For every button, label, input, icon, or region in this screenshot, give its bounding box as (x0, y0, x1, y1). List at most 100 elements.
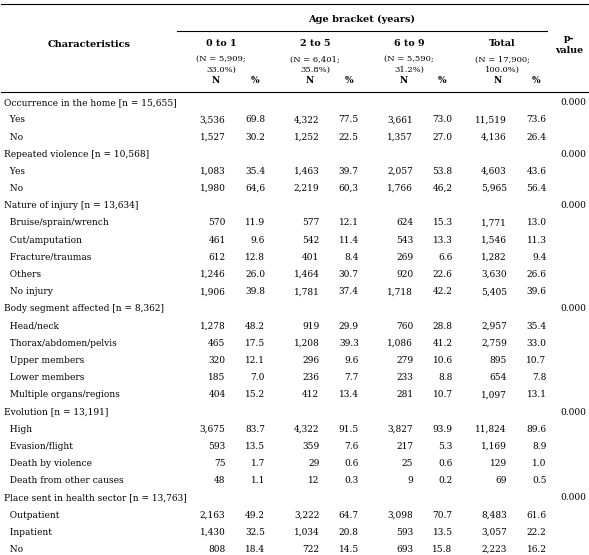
Text: %: % (344, 76, 353, 85)
Text: 2,957: 2,957 (481, 321, 507, 331)
Text: 129: 129 (490, 459, 507, 468)
Text: 401: 401 (302, 253, 319, 262)
Text: value: value (555, 46, 583, 56)
Text: 29.9: 29.9 (339, 321, 359, 331)
Text: 13.3: 13.3 (433, 236, 453, 245)
Text: Evolution [n = 13,191]: Evolution [n = 13,191] (4, 407, 109, 416)
Text: 28.8: 28.8 (433, 321, 453, 331)
Text: 18.4: 18.4 (245, 545, 265, 554)
Text: 0.000: 0.000 (561, 304, 587, 314)
Text: No injury: No injury (4, 287, 53, 296)
Text: 3,098: 3,098 (388, 511, 413, 519)
Text: 7.6: 7.6 (345, 442, 359, 451)
Text: Head/neck: Head/neck (4, 321, 59, 331)
Text: 13.4: 13.4 (339, 390, 359, 400)
Text: Inpatient: Inpatient (4, 528, 52, 537)
Text: 35.8%): 35.8%) (300, 65, 330, 74)
Text: 760: 760 (396, 321, 413, 331)
Text: Death by violence: Death by violence (4, 459, 92, 468)
Text: 0.000: 0.000 (561, 407, 587, 416)
Text: 53.8: 53.8 (432, 167, 453, 176)
Text: 39.3: 39.3 (339, 339, 359, 348)
Text: 1,083: 1,083 (200, 167, 226, 176)
Text: No: No (4, 184, 24, 193)
Text: 32.5: 32.5 (245, 528, 265, 537)
Text: 42.2: 42.2 (433, 287, 453, 296)
Text: Bruise/sprain/wrench: Bruise/sprain/wrench (4, 219, 109, 228)
Text: 217: 217 (396, 442, 413, 451)
Text: (N = 6,401;: (N = 6,401; (290, 56, 340, 64)
Text: 3,827: 3,827 (388, 425, 413, 433)
Text: 0.000: 0.000 (561, 493, 587, 502)
Text: 1,718: 1,718 (388, 287, 413, 296)
Text: 236: 236 (302, 373, 319, 382)
Text: 4,136: 4,136 (481, 133, 507, 142)
Text: 8.4: 8.4 (345, 253, 359, 262)
Text: 654: 654 (489, 373, 507, 382)
Text: %: % (438, 76, 446, 85)
Text: 0.000: 0.000 (561, 150, 587, 159)
Text: 808: 808 (209, 545, 226, 554)
Text: 11.4: 11.4 (339, 236, 359, 245)
Text: 1,464: 1,464 (293, 270, 319, 279)
Text: Death from other causes: Death from other causes (4, 476, 124, 485)
Text: 9.6: 9.6 (345, 356, 359, 365)
Text: 465: 465 (208, 339, 226, 348)
Text: 9: 9 (408, 476, 413, 485)
Text: 30.2: 30.2 (245, 133, 265, 142)
Text: 1,357: 1,357 (388, 133, 413, 142)
Text: 542: 542 (302, 236, 319, 245)
Text: 15.2: 15.2 (245, 390, 265, 400)
Text: 296: 296 (302, 356, 319, 365)
Text: Occurrence in the home [n = 15,655]: Occurrence in the home [n = 15,655] (4, 98, 177, 107)
Text: 0 to 1: 0 to 1 (206, 39, 237, 48)
Text: 14.5: 14.5 (339, 545, 359, 554)
Text: 9.4: 9.4 (532, 253, 547, 262)
Text: 3,222: 3,222 (294, 511, 319, 519)
Text: (N = 17,900;: (N = 17,900; (475, 56, 530, 64)
Text: Age bracket (years): Age bracket (years) (309, 15, 415, 24)
Text: 7.0: 7.0 (251, 373, 265, 382)
Text: 624: 624 (396, 219, 413, 228)
Text: 3,661: 3,661 (388, 115, 413, 124)
Text: 1,906: 1,906 (200, 287, 226, 296)
Text: 269: 269 (396, 253, 413, 262)
Text: 83.7: 83.7 (245, 425, 265, 433)
Text: 31.2%): 31.2%) (394, 65, 423, 74)
Text: No: No (4, 133, 24, 142)
Text: 0.000: 0.000 (561, 98, 587, 107)
Text: Fracture/traumas: Fracture/traumas (4, 253, 92, 262)
Text: 39.7: 39.7 (339, 167, 359, 176)
Text: 89.6: 89.6 (527, 425, 547, 433)
Text: 33.0: 33.0 (527, 339, 547, 348)
Text: 22.5: 22.5 (339, 133, 359, 142)
Text: 26.4: 26.4 (527, 133, 547, 142)
Text: 73.6: 73.6 (527, 115, 547, 124)
Text: 11,519: 11,519 (475, 115, 507, 124)
Text: 60,3: 60,3 (339, 184, 359, 193)
Text: N: N (212, 76, 220, 85)
Text: 22.6: 22.6 (433, 270, 453, 279)
Text: 16.2: 16.2 (527, 545, 547, 554)
Text: N: N (306, 76, 314, 85)
Text: 69: 69 (495, 476, 507, 485)
Text: 461: 461 (209, 236, 226, 245)
Text: 1,463: 1,463 (293, 167, 319, 176)
Text: 70.7: 70.7 (432, 511, 453, 519)
Text: N: N (494, 76, 502, 85)
Text: 1,430: 1,430 (200, 528, 226, 537)
Text: 570: 570 (208, 219, 226, 228)
Text: 0.6: 0.6 (438, 459, 453, 468)
Text: 2,759: 2,759 (481, 339, 507, 348)
Text: 3,057: 3,057 (481, 528, 507, 537)
Text: 6.6: 6.6 (438, 253, 453, 262)
Text: 11,824: 11,824 (475, 425, 507, 433)
Text: 920: 920 (396, 270, 413, 279)
Text: 320: 320 (209, 356, 226, 365)
Text: 22.2: 22.2 (527, 528, 547, 537)
Text: 4,322: 4,322 (294, 425, 319, 433)
Text: 7.7: 7.7 (345, 373, 359, 382)
Text: 12.8: 12.8 (245, 253, 265, 262)
Text: 10.7: 10.7 (527, 356, 547, 365)
Text: 5.3: 5.3 (438, 442, 453, 451)
